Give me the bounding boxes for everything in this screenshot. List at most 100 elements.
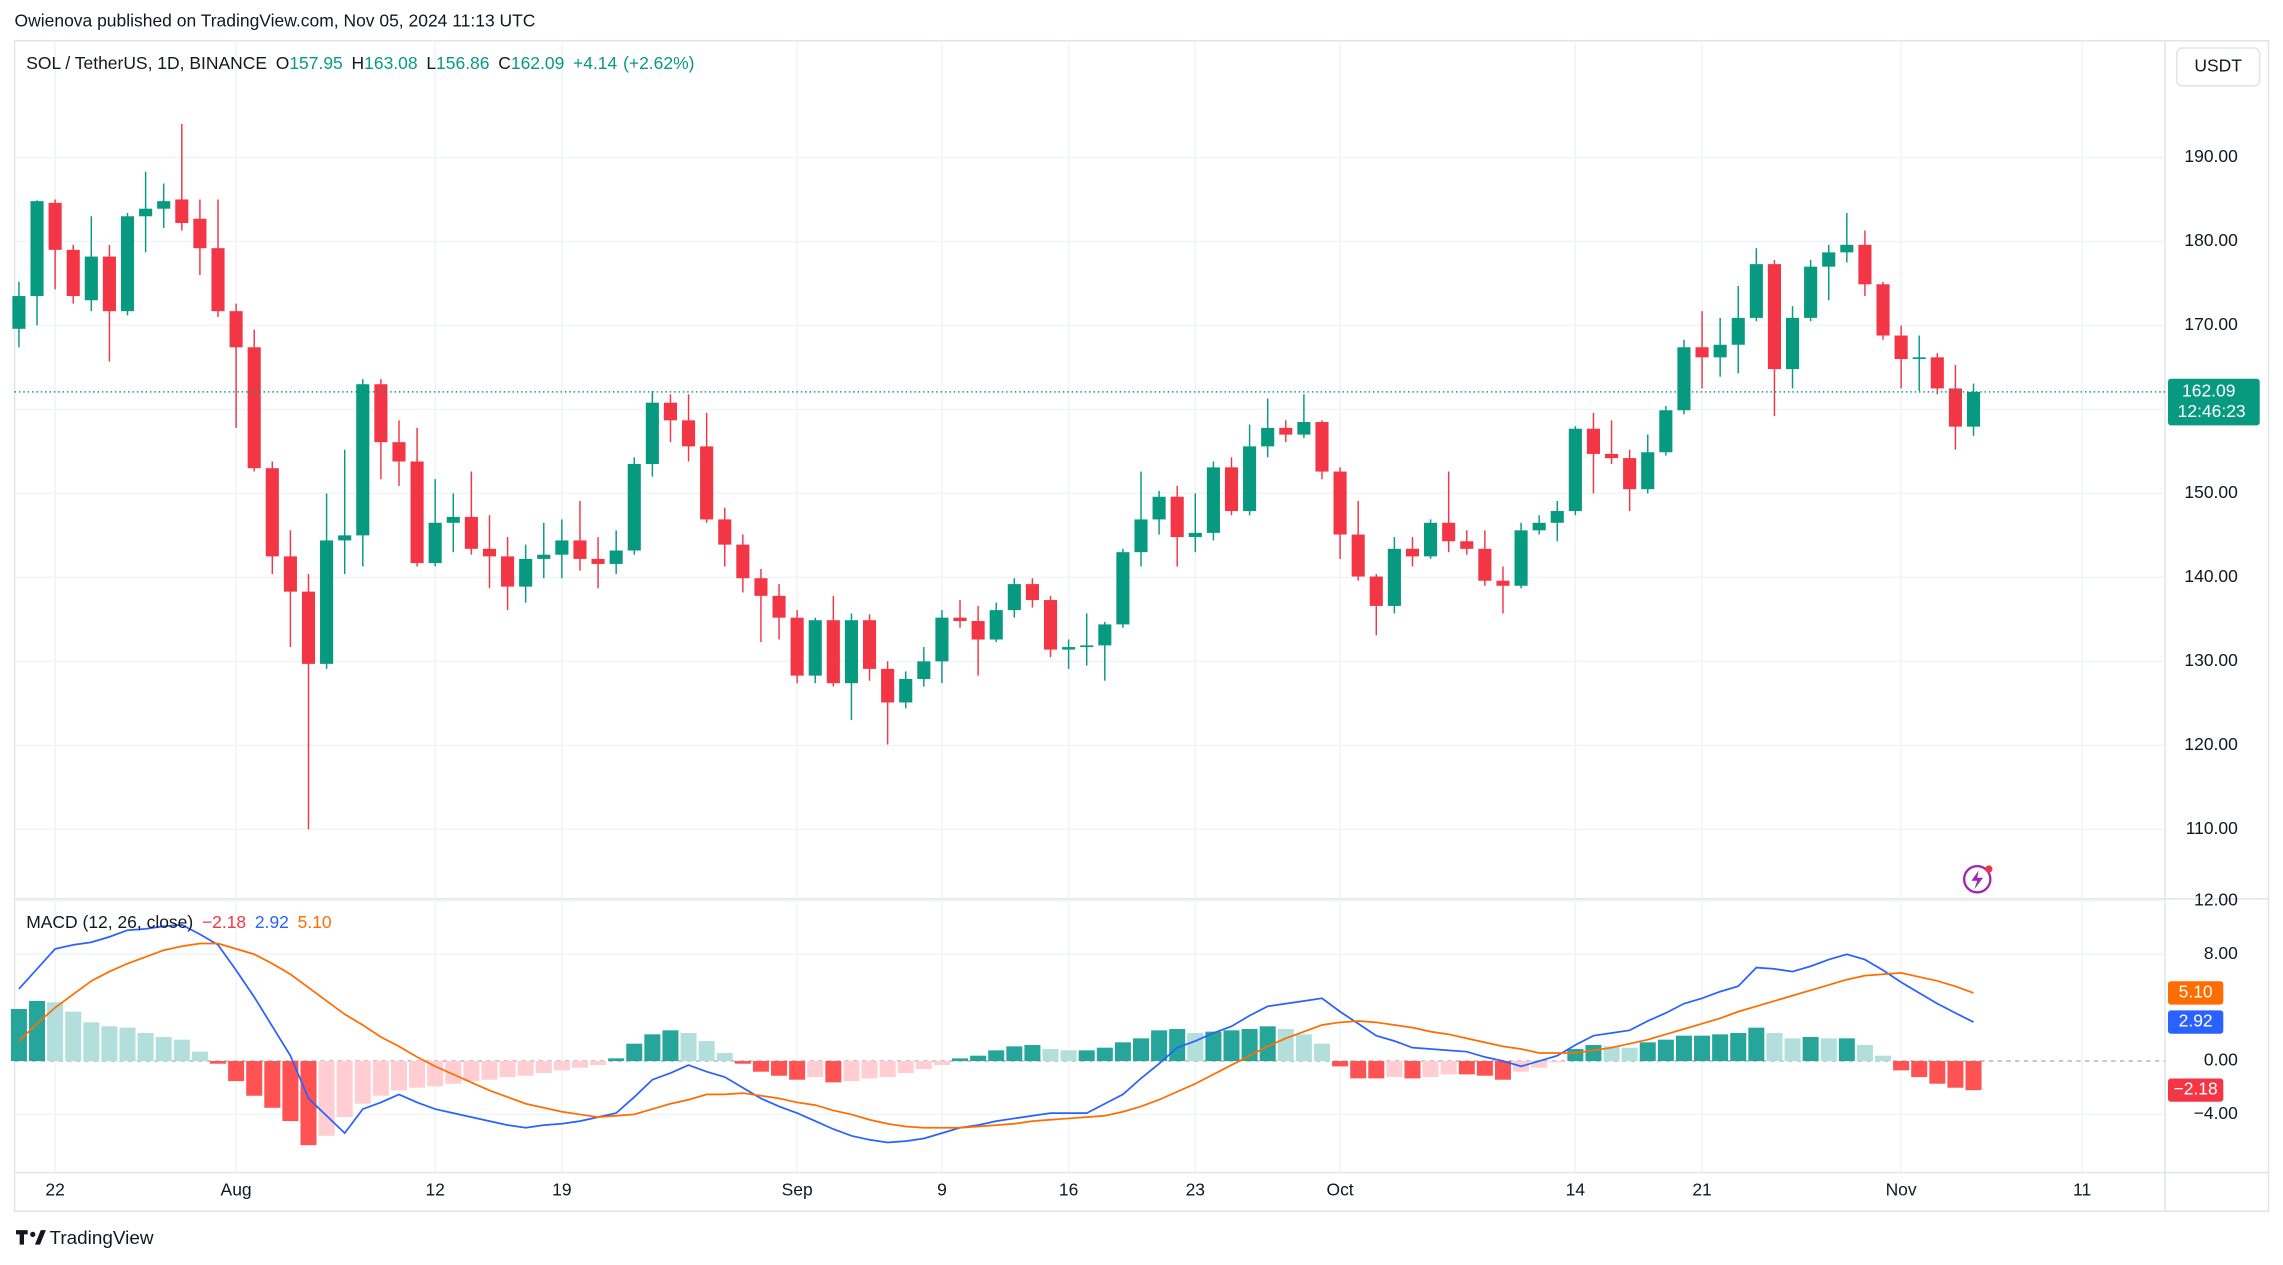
macd-histogram-bar [734,1061,751,1064]
x-tick-label: Nov [1886,1179,1917,1199]
legend-close: 162.09 [511,53,564,73]
candle-body [826,620,840,684]
macd-histogram-bar [427,1061,444,1087]
macd-histogram-bar [1657,1039,1674,1062]
candle-body [338,535,352,541]
currency-button[interactable] [2175,47,2261,87]
macd-histogram-bar [83,1022,100,1062]
legend-letter: O [276,53,290,73]
macd-histogram-bar [1585,1045,1602,1062]
macd-histogram-bar [1313,1043,1330,1062]
candle-body [808,620,822,676]
candle-body [12,296,26,329]
candle-body [392,442,406,462]
macd-histogram-bar [608,1058,625,1062]
macd-histogram-bar [1748,1027,1765,1062]
candle-body [229,311,243,348]
macd-histogram-bar [1929,1061,1946,1084]
x-tick-label: 21 [1692,1179,1711,1199]
candle-body [1478,548,1492,581]
legend-letter: L [426,53,436,73]
macd-histogram-bar [1911,1061,1928,1078]
macd-line-legend: 2.92 [255,912,289,932]
macd-tick-label: 12.00 [2194,889,2238,909]
candle-body [1062,647,1076,650]
candle-body [1025,584,1039,601]
lightning-icon[interactable] [1962,864,1993,894]
candle-body [754,578,768,596]
candle-body [410,461,424,564]
y-tick-label: 180.00 [2184,230,2238,250]
legend-letter: H [352,53,365,73]
candle-body [30,201,44,297]
symbol-title: SOL / TetherUS, 1D, BINANCE [26,53,267,73]
macd-histogram-bar [1694,1035,1711,1062]
macd-histogram-bar [1332,1061,1349,1067]
candle-body [645,402,659,465]
macd-histogram-bar [698,1041,715,1062]
macd-tick-label: 0.00 [2204,1050,2238,1070]
macd-histogram-bar [1350,1061,1367,1079]
candle-body [1333,471,1347,535]
candle-body [265,468,279,557]
candle-body [1659,410,1673,453]
candle-body [446,516,460,523]
macd-histogram-bar [246,1061,263,1096]
candle-body [1605,453,1619,459]
candle-body [1966,391,1981,427]
candle-body [84,256,98,301]
x-tick-label: Aug [221,1179,252,1199]
macd-histogram-bar [1730,1032,1747,1062]
candle-body [1641,452,1655,490]
legend-open: 157.95 [289,53,342,73]
macd-histogram-bar [445,1061,462,1084]
macd-histogram-bar [1621,1047,1638,1062]
macd-histogram-bar [1458,1061,1475,1075]
macd-histogram-bar [897,1061,914,1074]
tradingview-logo [16,1230,46,1245]
macd-histogram-bar [626,1043,643,1062]
candle-body [320,540,334,664]
macd-histogram-bar [209,1061,227,1064]
candle-body [374,384,388,443]
macd-histogram-bar [499,1061,516,1078]
macd-histogram-bar [1404,1061,1421,1079]
macd-histogram-bar [264,1061,281,1108]
macd-histogram-bar [970,1055,987,1062]
y-tick-label: 170.00 [2184,314,2238,334]
marks [10,123,2166,1146]
candle-body [989,610,1003,640]
macd-histogram-bar [1114,1042,1131,1062]
candle-body [1912,357,1926,360]
candle-body [663,402,678,421]
macd-histogram-bar [300,1061,317,1146]
candle-body [1695,347,1709,358]
macd-histogram-bar [409,1061,426,1088]
candle-body [1170,496,1184,538]
macd-histogram-bar [680,1032,697,1062]
candle-body [1424,522,1438,557]
candle-body [464,516,478,549]
macd-histogram-bar [1132,1038,1150,1062]
macd-histogram-bar [1151,1030,1168,1062]
macd-histogram-bar [933,1061,950,1066]
candle-body [157,201,171,209]
candle-body [736,544,750,579]
macd-histogram-bar [590,1061,607,1066]
candle-body [1224,467,1239,512]
macd-histogram-bar [1494,1061,1511,1080]
candle-body [862,620,877,669]
currency-label[interactable]: USDT [2194,56,2242,76]
candle-body [1043,600,1058,650]
legend-change: +4.14 [573,53,617,73]
candle-body [1261,427,1275,447]
candle-body [609,550,623,564]
macd-value-box [2167,981,2224,1005]
candle-body [1442,522,1456,542]
candle-body [1206,467,1220,533]
logo-mark [16,1230,28,1245]
legend-letter: C [498,53,511,73]
candle-body [211,248,225,312]
candle-body [1822,252,1836,267]
